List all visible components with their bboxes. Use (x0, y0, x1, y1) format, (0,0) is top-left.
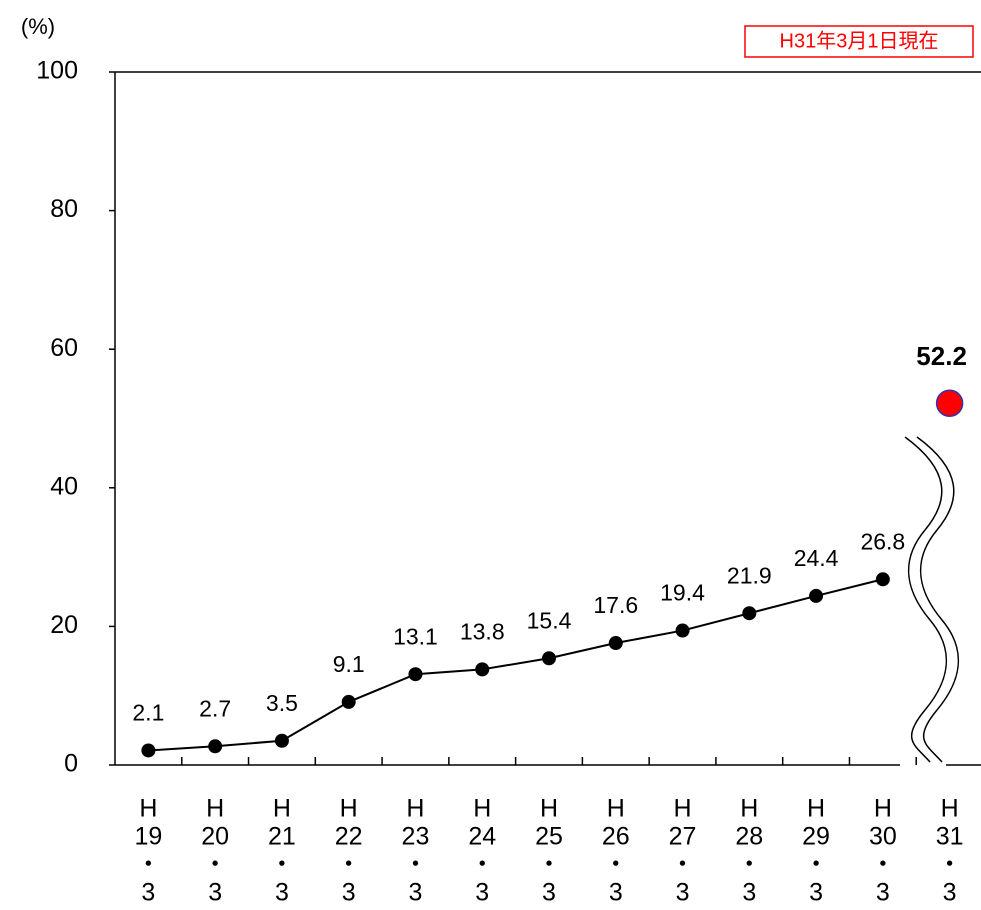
x-tick-label: ・ (804, 851, 829, 879)
x-tick-label: H (674, 795, 692, 823)
x-tick-label: 31 (936, 823, 964, 851)
data-label: 26.8 (860, 528, 905, 554)
x-tick-label: 21 (268, 823, 296, 851)
x-tick-label: 3 (542, 879, 556, 907)
x-tick-label: 26 (602, 823, 630, 851)
x-tick-label: 3 (275, 879, 289, 907)
point (408, 667, 423, 682)
y-unit: (%) (21, 14, 55, 39)
point (608, 636, 623, 651)
y-tick-label: 20 (50, 611, 78, 639)
x-tick-label: H (473, 795, 491, 823)
point (809, 588, 824, 603)
x-tick-label: 3 (342, 879, 356, 907)
data-label: 52.2 (916, 341, 967, 371)
x-tick-label: H (139, 795, 157, 823)
data-label: 21.9 (727, 562, 772, 588)
x-tick-label: ・ (136, 851, 161, 879)
data-label: 24.4 (794, 545, 839, 571)
line (148, 578, 884, 752)
x-tick-label: 27 (669, 823, 697, 851)
x-tick-label: ・ (470, 851, 495, 879)
y-tick-label: 40 (50, 472, 78, 500)
x-tick-label: ・ (937, 851, 962, 879)
data-label: 13.1 (393, 623, 438, 649)
data-label: 3.5 (266, 690, 298, 716)
y-tick-label: 80 (50, 195, 78, 223)
point (341, 694, 356, 709)
axis-break (900, 430, 960, 766)
x-tick-label: 3 (409, 879, 423, 907)
x-tick-label: ・ (403, 851, 428, 879)
point (542, 651, 556, 666)
point (274, 733, 289, 748)
x-tick-label: 30 (869, 823, 897, 851)
x-tick-label: 3 (141, 879, 155, 907)
x-tick-label: ・ (870, 851, 895, 879)
x-tick-label: H (273, 795, 291, 823)
x-tick-label: 3 (475, 879, 489, 907)
point (875, 572, 890, 587)
y-tick-label: 100 (36, 57, 78, 85)
x-tick-label: 3 (876, 879, 890, 907)
x-tick-label: ・ (737, 851, 762, 879)
x-tick-label: 28 (735, 823, 763, 851)
data-label: 2.7 (199, 695, 231, 721)
x-tick-label: ・ (203, 851, 228, 879)
x-tick-label: 3 (609, 879, 623, 907)
data-label: 17.6 (593, 592, 638, 618)
x-tick-label: 23 (402, 823, 430, 851)
point (141, 743, 156, 758)
annotation-box (744, 25, 974, 58)
x-tick-label: ・ (603, 851, 628, 879)
x-tick-label: H (540, 795, 558, 823)
data-label: 9.1 (333, 651, 365, 677)
x-tick-label: 3 (809, 879, 823, 907)
x-tick-label: 20 (201, 823, 229, 851)
x-tick-label: H (874, 795, 892, 823)
x-tick-label: 22 (335, 823, 363, 851)
point (475, 662, 490, 677)
data-label: 13.8 (460, 618, 505, 644)
data-label: 19.4 (660, 580, 705, 606)
y-tick-label: 60 (50, 334, 78, 362)
point (742, 606, 757, 621)
x-tick-label: H (406, 795, 424, 823)
point (208, 739, 223, 754)
y-tick-label: 0 (64, 750, 78, 778)
x-tick-label: 29 (802, 823, 830, 851)
x-tick-label: ・ (536, 851, 561, 879)
x-tick-label: H (740, 795, 758, 823)
data-label: 15.4 (527, 607, 572, 633)
point (675, 623, 690, 638)
x-tick-label: H (807, 795, 825, 823)
x-tick-label: H (941, 795, 959, 823)
x-tick-label: 25 (535, 823, 563, 851)
x-tick-label: 3 (208, 879, 222, 907)
x-tick-label: ・ (336, 851, 361, 879)
x-tick-label: 3 (742, 879, 756, 907)
x-tick-label: 19 (134, 823, 162, 851)
x-tick-label: H (340, 795, 358, 823)
x-tick-label: H (607, 795, 625, 823)
point (935, 389, 964, 418)
x-tick-label: ・ (670, 851, 695, 879)
x-tick-label: 24 (468, 823, 496, 851)
data-label: 2.1 (132, 700, 164, 726)
x-tick-label: 3 (676, 879, 690, 907)
x-tick-label: H (206, 795, 224, 823)
x-tick-label: 3 (943, 879, 957, 907)
annotation: H31年3月1日現在 (780, 29, 939, 52)
x-tick-label: ・ (269, 851, 294, 879)
